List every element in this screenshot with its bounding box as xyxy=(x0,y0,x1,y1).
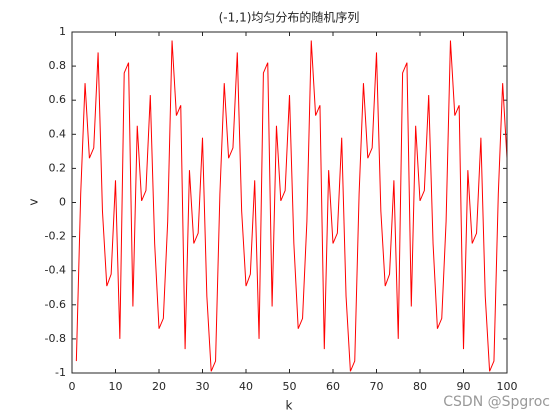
x-tick-label: 60 xyxy=(326,380,340,393)
y-tick-label: -0.2 xyxy=(45,230,66,243)
y-tick-label: -0.4 xyxy=(45,264,66,277)
x-tick-label: 80 xyxy=(413,380,427,393)
chart-title: (-1,1)均匀分布的随机序列 xyxy=(219,10,360,25)
x-tick-label: 10 xyxy=(109,380,123,393)
y-tick-label: 0.6 xyxy=(49,93,67,106)
x-tick-label: 70 xyxy=(370,380,384,393)
y-axis-label: v xyxy=(27,198,41,205)
data-line xyxy=(75,40,508,372)
x-tick-label: 100 xyxy=(497,380,518,393)
y-tick-label: 0.4 xyxy=(49,127,67,140)
x-tick-label: 0 xyxy=(69,380,76,393)
x-axis-label: k xyxy=(286,399,293,413)
x-tick-label: 30 xyxy=(196,380,210,393)
y-tick-label: 1 xyxy=(59,25,66,38)
x-tick-label: 50 xyxy=(283,380,297,393)
x-tick-label: 90 xyxy=(457,380,471,393)
y-tick-label: 0.8 xyxy=(49,59,67,72)
y-tick-label: -0.8 xyxy=(45,332,66,345)
watermark: CSDN @Spgroc xyxy=(443,394,550,410)
axes-box xyxy=(71,31,508,374)
plot-area xyxy=(72,32,507,373)
y-tick-label: -0.6 xyxy=(45,298,66,311)
y-tick-label: -1 xyxy=(55,366,66,379)
x-tick-label: 20 xyxy=(152,380,166,393)
y-tick-label: 0 xyxy=(59,196,66,209)
y-tick-label: 0.2 xyxy=(49,161,67,174)
x-tick-label: 40 xyxy=(239,380,253,393)
